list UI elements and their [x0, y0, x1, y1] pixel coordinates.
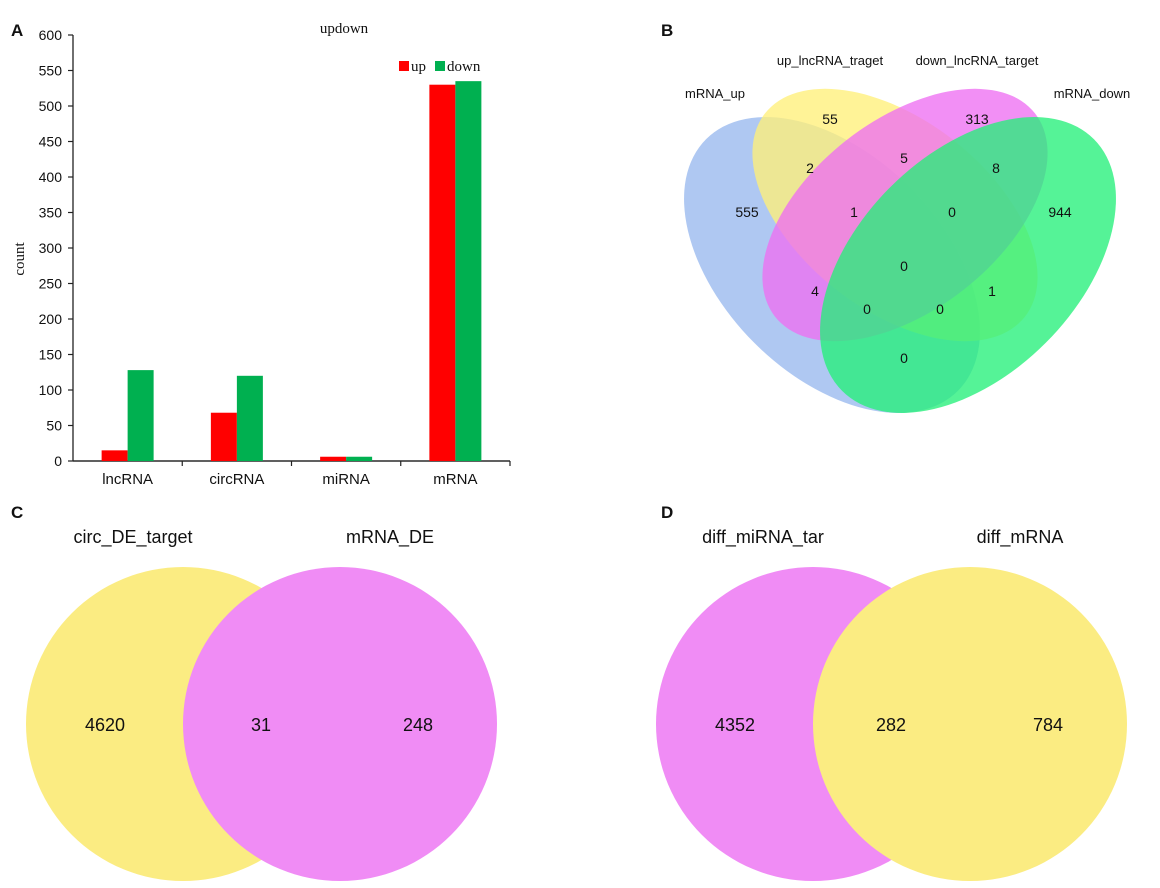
- venn-count: 31: [251, 715, 271, 735]
- venn-set-mrna-down: [820, 117, 1116, 413]
- bar-down-lncRNA: [127, 370, 154, 461]
- venn-set-label-mrna-up: mRNA_up: [685, 86, 745, 101]
- venn-set-label-diff-mrna: diff_mRNA: [977, 527, 1064, 548]
- y-tick-label: 150: [39, 347, 63, 363]
- legend-swatch-up: [399, 61, 409, 71]
- venn-count: 0: [900, 350, 908, 366]
- venn-set-label-diff-mirna-tar: diff_miRNA_tar: [702, 527, 824, 548]
- bar-up-lncRNA: [101, 450, 128, 461]
- venn-set-label-down-lncrna: down_lncRNA_target: [916, 53, 1039, 68]
- y-tick-label: 0: [54, 453, 62, 469]
- venn-count: 8: [992, 160, 1000, 176]
- legend-swatch-down: [435, 61, 445, 71]
- y-tick-label: 50: [46, 418, 62, 434]
- bar-down-miRNA: [346, 456, 373, 461]
- bar-up-mRNA: [429, 84, 456, 461]
- panel-label-d: D: [661, 503, 674, 522]
- x-tick-label: mRNA: [433, 471, 477, 488]
- bar-down-mRNA: [455, 81, 482, 462]
- venn-count: 0: [863, 301, 871, 317]
- venn-set-diff-mrna: [813, 567, 1127, 881]
- y-tick-label: 200: [39, 311, 63, 327]
- venn-count: 5: [900, 150, 908, 166]
- venn-set-mrna-de: [183, 567, 497, 881]
- bar-up-miRNA: [320, 456, 347, 461]
- venn-count: 0: [900, 258, 908, 274]
- venn-count: 1: [988, 283, 996, 299]
- venn-count: 2: [806, 160, 814, 176]
- legend-label-up: up: [411, 59, 426, 75]
- bar-up-circRNA: [210, 412, 237, 461]
- venn-count: 944: [1048, 204, 1072, 220]
- venn-count: 313: [965, 111, 989, 127]
- y-tick-label: 600: [39, 27, 63, 43]
- chart-title: updown: [320, 21, 369, 37]
- bar-marks: [101, 81, 482, 462]
- y-tick-label: 250: [39, 276, 63, 292]
- venn-count: 784: [1033, 715, 1063, 735]
- venn-set-label-circ-de-target: circ_DE_target: [73, 527, 192, 548]
- y-tick-label: 400: [39, 169, 63, 185]
- venn-count: 248: [403, 715, 433, 735]
- x-tick-label: lncRNA: [102, 471, 153, 488]
- venn-count: 1: [850, 204, 858, 220]
- y-axis-label: count: [12, 242, 28, 276]
- venn-set-label-up-lncrna: up_lncRNA_traget: [777, 53, 884, 68]
- venn-count: 4352: [715, 715, 755, 735]
- y-tick-label: 100: [39, 382, 63, 398]
- venn-count: 4: [811, 283, 819, 299]
- y-tick-label: 550: [39, 63, 63, 79]
- panel-label-a: A: [11, 21, 24, 40]
- y-tick-label: 350: [39, 205, 63, 221]
- panel-label-c: C: [11, 503, 24, 522]
- venn-set-label-mrna-down: mRNA_down: [1054, 86, 1131, 101]
- x-tick-label: circRNA: [209, 471, 264, 488]
- y-tick-label: 450: [39, 134, 63, 150]
- legend-label-down: down: [447, 59, 481, 75]
- venn-count: 4620: [85, 715, 125, 735]
- venn-count: 0: [936, 301, 944, 317]
- panel-label-b: B: [661, 21, 674, 40]
- venn-count: 55: [822, 111, 838, 127]
- y-tick-label: 300: [39, 240, 63, 256]
- y-tick-label: 500: [39, 98, 63, 114]
- x-tick-label: miRNA: [322, 471, 370, 488]
- venn-set-label-mrna-de: mRNA_DE: [346, 527, 434, 548]
- venn-count: 282: [876, 715, 906, 735]
- venn-count: 555: [735, 204, 759, 220]
- venn-count: 0: [948, 204, 956, 220]
- bar-legend: up down: [399, 59, 481, 75]
- bar-down-circRNA: [236, 375, 263, 461]
